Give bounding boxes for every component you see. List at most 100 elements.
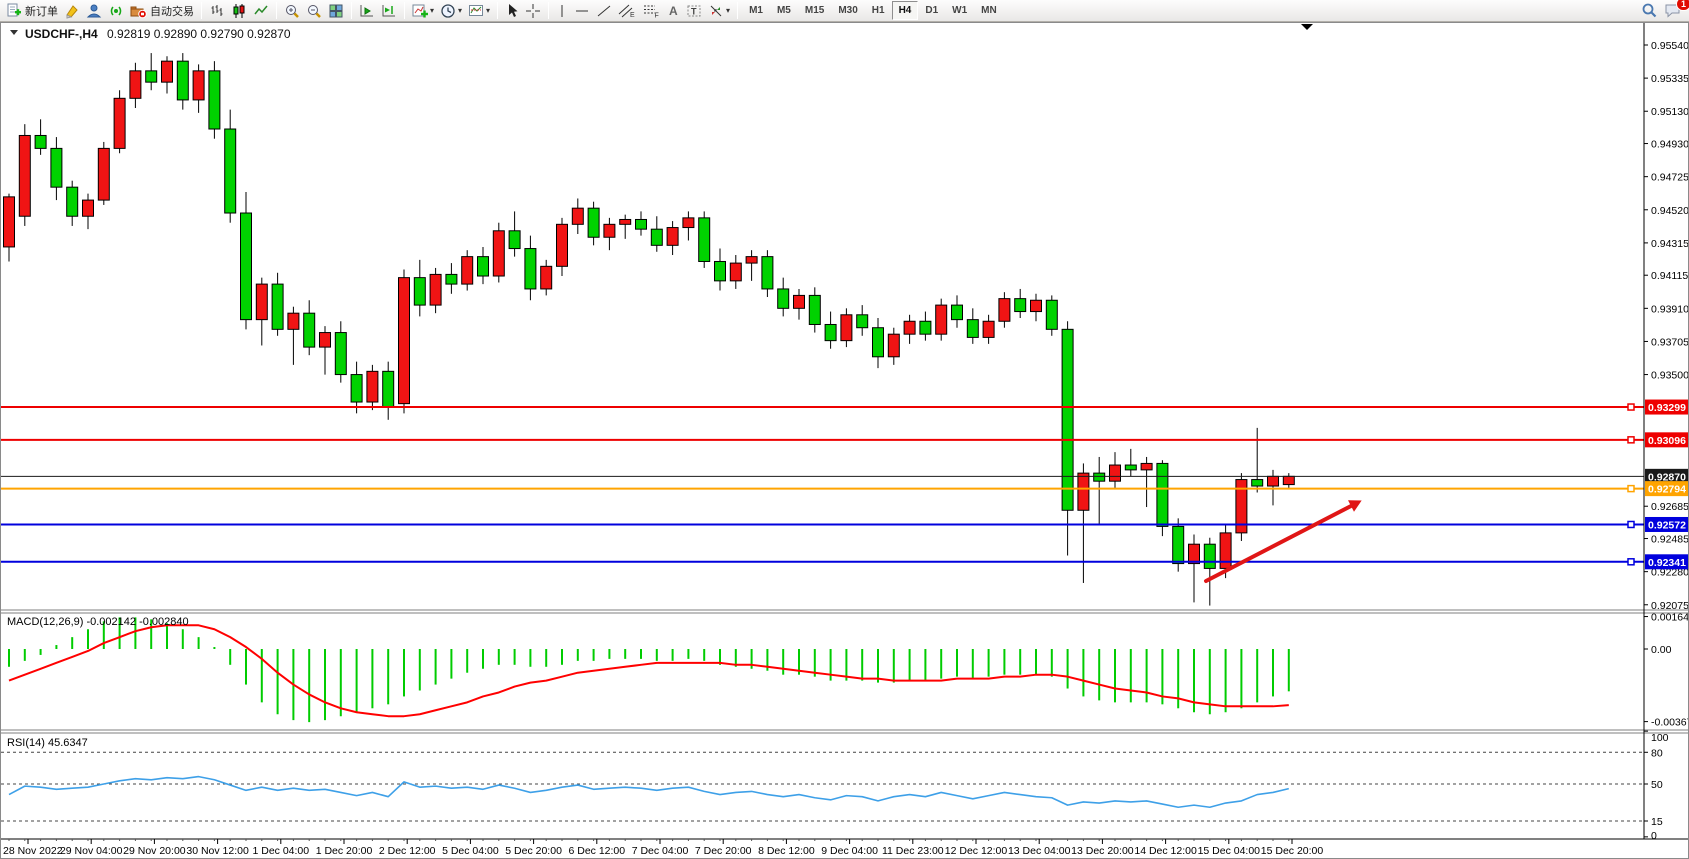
zoom-in-button[interactable] <box>281 1 303 21</box>
line-handle[interactable] <box>1627 436 1635 444</box>
arrows-tool[interactable]: ▾ <box>705 1 733 21</box>
line-handle[interactable] <box>1627 403 1635 411</box>
time-tick-label: 1 Dec 20:00 <box>316 845 373 857</box>
candle-body <box>1030 299 1042 313</box>
autotrading-label: 自动交易 <box>150 5 194 18</box>
candle-body <box>18 134 31 217</box>
chart-shift-icon <box>382 4 395 16</box>
styler-button[interactable] <box>61 1 83 21</box>
candle-body <box>508 230 521 250</box>
fibonacci-tool[interactable]: F <box>639 1 663 21</box>
time-tick-label: 15 Dec 04:00 <box>1198 845 1261 857</box>
text-label-tool[interactable]: T <box>683 1 705 21</box>
auto-scroll-button[interactable] <box>356 1 378 21</box>
line-handle[interactable] <box>1627 520 1635 529</box>
candle-body <box>319 332 331 348</box>
autotrading-button[interactable]: 自动交易 <box>127 1 197 21</box>
timeframe-m30[interactable]: M30 <box>838 5 858 16</box>
timeframe-m15[interactable]: M15 <box>804 5 825 16</box>
timeframe-mn[interactable]: MN <box>981 5 997 16</box>
candle-body <box>887 333 900 358</box>
symbol-dropdown-icon[interactable] <box>10 30 18 35</box>
new-order-label: 新订单 <box>25 5 58 18</box>
time-tick-label: 13 Dec 04:00 <box>1008 845 1071 857</box>
candle-body <box>682 217 695 229</box>
svg-text:T: T <box>691 6 697 16</box>
zoom-out-icon <box>308 4 321 18</box>
periods-icon <box>441 3 455 18</box>
candle-chart-button[interactable] <box>228 1 250 21</box>
vertical-line-tool[interactable] <box>553 1 571 21</box>
price-label-box <box>1645 481 1688 497</box>
candle-body <box>856 314 869 329</box>
new-order-button[interactable]: 新订单 <box>3 1 61 21</box>
candle-body <box>461 256 474 285</box>
candle-body <box>540 265 553 290</box>
candle-body <box>1124 464 1137 471</box>
rsi-tick-label: 80 <box>1651 747 1663 759</box>
candle-body <box>840 314 853 342</box>
signal-button[interactable] <box>105 1 127 21</box>
zoom-in-icon <box>286 4 299 18</box>
trend-arrow[interactable] <box>1204 504 1353 583</box>
candle-body <box>729 262 742 282</box>
candle-body <box>1109 464 1121 482</box>
indicators-button[interactable]: ▾ <box>409 1 437 21</box>
macd-label: MACD(12,26,9) -0.002142 -0.002840 <box>7 616 189 628</box>
timeframe-w1[interactable]: W1 <box>952 5 968 16</box>
equidistant-channel-tool[interactable]: E <box>615 1 639 21</box>
tile-windows-button[interactable] <box>325 1 347 21</box>
toolbar-separator <box>351 2 352 19</box>
chart-shift-button[interactable] <box>378 1 400 21</box>
price-tick-label: 0.94520 <box>1651 205 1688 217</box>
trendline-icon <box>597 5 611 16</box>
chart-shift-marker[interactable] <box>1301 24 1313 30</box>
chevron-down-icon: ▾ <box>458 6 463 15</box>
candle-body <box>382 370 395 408</box>
text-tool[interactable]: A <box>663 1 683 21</box>
bar-chart-button[interactable] <box>206 1 228 21</box>
rsi-tick-label: 50 <box>1651 779 1663 791</box>
candle-body <box>1077 472 1090 511</box>
candle-body <box>66 186 79 217</box>
candle-body <box>777 288 790 309</box>
crosshair-tool-button[interactable] <box>522 1 544 21</box>
price-tick-label: 0.94725 <box>1651 172 1688 184</box>
line-handle[interactable] <box>1627 484 1635 493</box>
timeframe-m1[interactable]: M1 <box>749 5 763 16</box>
candle-body <box>113 97 126 149</box>
svg-text:F: F <box>655 12 659 19</box>
candle-body <box>1203 543 1216 569</box>
vline-icon <box>561 4 563 17</box>
timeframe-m5[interactable]: M5 <box>776 5 791 16</box>
time-tick-label: 13 Dec 20:00 <box>1071 845 1134 857</box>
text-icon: A <box>669 4 678 18</box>
profile-button[interactable] <box>83 1 105 21</box>
price-chart[interactable]: MACD(12,26,9) -0.002142 -0.002840 RSI(14)… <box>1 23 1689 858</box>
periods-button[interactable]: ▾ <box>437 1 465 21</box>
chart-ohlc-values: 0.92819 0.92890 0.92790 0.92870 <box>107 27 291 41</box>
candle-body <box>587 207 600 238</box>
time-tick-label: 28 Nov 2022 <box>3 845 63 857</box>
trend-arrow-head[interactable] <box>1348 500 1362 512</box>
timeframe-h4[interactable]: H4 <box>891 1 919 20</box>
candle-body <box>224 128 237 214</box>
candle-body <box>556 223 568 267</box>
candle-body <box>1267 475 1279 487</box>
timeframe-d1[interactable]: D1 <box>925 5 939 16</box>
candle-body <box>714 260 726 282</box>
line-handle[interactable] <box>1627 558 1635 566</box>
horizontal-line-tool[interactable] <box>571 1 593 21</box>
trendline-tool[interactable] <box>593 1 615 21</box>
zoom-out-button[interactable] <box>303 1 325 21</box>
chart-symbol-title: USDCHF-,H4 <box>25 27 98 41</box>
cursor-tool-button[interactable] <box>502 1 522 21</box>
templates-button[interactable]: ▾ <box>465 1 493 21</box>
search-button[interactable] <box>1638 1 1661 21</box>
timeframe-h1[interactable]: H1 <box>871 5 885 16</box>
time-tick-label: 14 Dec 12:00 <box>1134 845 1197 857</box>
candle-body <box>429 273 442 306</box>
candle-body <box>3 196 15 248</box>
chat-button[interactable]: 1 <box>1661 0 1689 21</box>
line-chart-button[interactable] <box>250 1 272 21</box>
